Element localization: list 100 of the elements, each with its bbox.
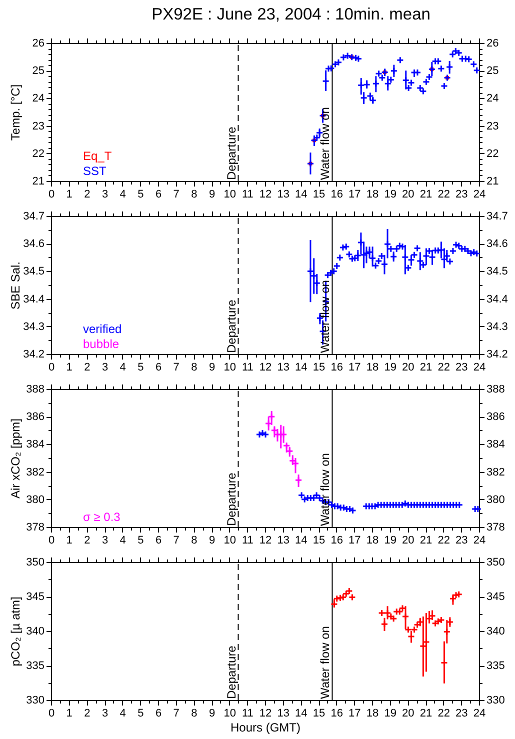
y2-tick-label: 335 — [486, 660, 505, 672]
x-tick-label: 3 — [102, 362, 108, 374]
y-tick-label: 386 — [26, 411, 44, 424]
y-tick-label: 34.7 — [23, 210, 44, 222]
y-tick-label: 24 — [32, 92, 44, 105]
y-tick-label: 350 — [26, 556, 44, 568]
y-axis-title: pCO₂ [µ atm] — [8, 596, 22, 666]
x-tick-label: 11 — [242, 362, 254, 374]
x-tick-label: 13 — [277, 534, 290, 546]
x-tick-label: 1 — [66, 534, 72, 546]
x-tick-label: 18 — [366, 362, 379, 374]
y-tick-label: 345 — [26, 591, 44, 603]
x-tick-label: 9 — [208, 708, 216, 720]
x-tick-label: 18 — [366, 188, 379, 200]
x-tick-label: 14 — [295, 362, 308, 374]
x-tick-label: 15 — [312, 534, 326, 546]
y2-tick-label: 386 — [486, 411, 505, 424]
x-tick-label: 4 — [120, 362, 126, 374]
x-tick-label: 10 — [224, 188, 236, 200]
x-tick-label: 0 — [48, 188, 55, 200]
y2-tick-label: 382 — [486, 466, 505, 478]
x-tick-label: 24 — [473, 188, 486, 200]
y-axis-title: Temp. [°C] — [8, 84, 22, 141]
y2-tick-label: 388 — [486, 384, 505, 396]
ref-line-label: Water flow on — [318, 107, 332, 180]
y2-tick-label: 345 — [486, 591, 505, 603]
y2-tick-label: 34.7 — [486, 210, 508, 222]
x-tick-label: 20 — [402, 708, 414, 720]
x-tick-label: 0 — [48, 534, 55, 546]
y-tick-label: 382 — [26, 466, 44, 478]
y2-tick-label: 380 — [486, 494, 505, 506]
x-tick-label: 11 — [242, 534, 254, 546]
ref-line-label: Departure — [224, 645, 238, 699]
x-tick-label: 22 — [438, 362, 450, 374]
x-tick-label: 2 — [84, 362, 90, 374]
y-tick-label: 330 — [26, 694, 44, 706]
y2-tick-label: 25 — [486, 65, 499, 78]
y-tick-label: 380 — [26, 494, 44, 506]
x-tick-label: 5 — [138, 534, 144, 546]
y2-tick-label: 24 — [486, 92, 499, 105]
x-tick-label: 16 — [330, 188, 343, 200]
x-tick-label: 4 — [120, 534, 126, 546]
x-tick-label: 8 — [191, 708, 198, 720]
x-tick-label: 24 — [473, 708, 486, 720]
x-tick-label: 12 — [259, 708, 272, 720]
x-tick-label: 14 — [295, 708, 308, 720]
x-tick-label: 24 — [473, 534, 486, 546]
x-tick-label: 17 — [348, 708, 361, 720]
x-tick-label: 12 — [259, 534, 272, 546]
x-tick-label: 0 — [48, 362, 55, 374]
text: SST — [83, 164, 108, 178]
y2-tick-label: 350 — [486, 556, 505, 568]
y-axis-title: SBE Sal. — [8, 261, 22, 310]
x-tick-label: 14 — [295, 188, 308, 200]
x-tick-label: 2 — [84, 534, 90, 546]
text: Eq_T — [83, 149, 112, 163]
y-tick-label: 25 — [32, 65, 44, 78]
x-tick-label: 8 — [191, 188, 198, 200]
x-tick-label: 2 — [84, 708, 90, 720]
text: verified — [83, 322, 122, 336]
x-tick-label: 10 — [224, 708, 236, 720]
y2-tick-label: 21 — [486, 176, 499, 188]
x-tick-label: 7 — [173, 188, 180, 200]
x-tick-label: 6 — [155, 188, 162, 200]
x-tick-label: 8 — [191, 534, 198, 546]
y-tick-label: 340 — [26, 626, 44, 638]
y-tick-label: 378 — [26, 522, 44, 534]
x-tick-label: 10 — [224, 534, 236, 546]
x-tick-label: 0 — [48, 708, 55, 720]
y-tick-label: 388 — [26, 384, 44, 396]
x-tick-label: 6 — [155, 708, 162, 720]
x-tick-label: 14 — [295, 534, 308, 546]
x-tick-label: 21 — [420, 362, 432, 374]
x-tick-label: 13 — [277, 708, 290, 720]
ref-line-label: Water flow on — [318, 453, 332, 526]
text: σ ≥ 0.3 — [83, 510, 121, 524]
x-tick-label: 21 — [420, 708, 432, 720]
x-tick-label: 22 — [438, 188, 450, 200]
x-tick-label: 3 — [102, 188, 108, 200]
y2-tick-label: 384 — [486, 438, 505, 451]
x-tick-label: 6 — [155, 534, 162, 546]
x-tick-label: 10 — [224, 362, 236, 374]
x-tick-label: 24 — [473, 362, 486, 374]
x-tick-label: 22 — [438, 534, 450, 546]
y2-tick-label: 378 — [486, 522, 505, 534]
x-tick-label: 16 — [330, 708, 343, 720]
y2-tick-label: 23 — [486, 120, 499, 132]
x-tick-label: 3 — [102, 708, 108, 720]
y-tick-label: 22 — [32, 148, 44, 160]
x-tick-label: 11 — [242, 188, 254, 200]
x-tick-label: 11 — [242, 708, 254, 720]
y-tick-label: 34.2 — [23, 348, 44, 360]
x-tick-label: 23 — [456, 188, 468, 200]
x-tick-label: 7 — [173, 362, 180, 374]
y-tick-label: 34.3 — [23, 320, 44, 333]
x-tick-label: 1 — [66, 188, 72, 200]
x-tick-label: 20 — [402, 534, 414, 546]
y-tick-label: 23 — [32, 120, 44, 132]
x-tick-label: 5 — [138, 708, 144, 720]
y-tick-label: 34.4 — [23, 293, 44, 306]
